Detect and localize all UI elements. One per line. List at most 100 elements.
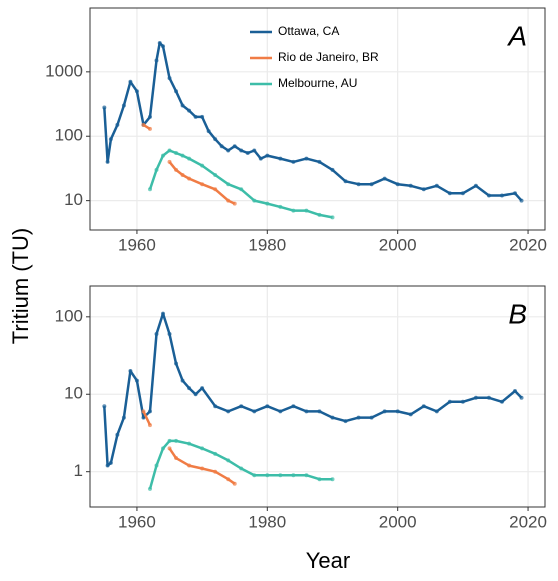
data-point: [187, 463, 192, 468]
y-tick-label: 10: [64, 384, 83, 403]
data-point: [141, 409, 146, 414]
data-point: [200, 114, 205, 119]
data-point: [174, 456, 179, 461]
data-point: [141, 122, 146, 127]
data-point: [499, 193, 504, 198]
data-point: [200, 386, 205, 391]
data-point: [187, 386, 192, 391]
data-point: [180, 378, 185, 383]
data-point: [356, 182, 361, 187]
data-point: [147, 187, 152, 192]
data-point: [447, 191, 452, 196]
data-point: [278, 156, 283, 161]
data-point: [154, 167, 159, 172]
data-point: [115, 122, 120, 127]
data-point: [174, 361, 179, 366]
data-point: [213, 451, 218, 456]
data-point: [421, 404, 426, 409]
data-point: [239, 187, 244, 192]
data-point: [161, 153, 166, 158]
x-tick-label: 2020: [509, 235, 547, 254]
data-point: [245, 150, 250, 155]
data-point: [154, 58, 159, 63]
data-point: [486, 193, 491, 198]
y-tick-label: 100: [55, 306, 83, 325]
data-point: [291, 159, 296, 164]
data-point: [473, 183, 478, 188]
data-point: [167, 331, 172, 336]
x-tick-label: 2000: [379, 512, 417, 531]
data-point: [291, 404, 296, 409]
data-point: [161, 446, 166, 451]
data-point: [304, 208, 309, 213]
y-tick-label: 1000: [45, 61, 83, 80]
data-point: [252, 473, 257, 478]
data-point: [213, 404, 218, 409]
x-tick-label: 1960: [118, 235, 156, 254]
data-point: [408, 412, 413, 417]
data-point: [161, 44, 166, 49]
data-point: [499, 399, 504, 404]
data-point: [460, 399, 465, 404]
x-axis-label: Year: [306, 548, 350, 573]
legend-label: Ottawa, CA: [278, 24, 339, 38]
data-point: [174, 150, 179, 155]
data-point: [486, 395, 491, 400]
data-point: [147, 126, 152, 131]
data-point: [174, 167, 179, 172]
data-point: [252, 409, 257, 414]
data-point: [213, 469, 218, 474]
data-point: [154, 463, 159, 468]
data-point: [513, 191, 518, 196]
data-point: [226, 458, 231, 463]
legend-label: Rio de Janeiro, BR: [278, 50, 379, 64]
data-point: [304, 409, 309, 414]
data-point: [382, 409, 387, 414]
data-point: [252, 198, 257, 203]
data-point: [213, 137, 218, 142]
data-point: [134, 378, 139, 383]
data-point: [382, 176, 387, 181]
data-point: [161, 311, 166, 316]
data-point: [147, 423, 152, 428]
data-point: [102, 404, 107, 409]
data-point: [213, 173, 218, 178]
data-point: [265, 201, 270, 206]
data-point: [213, 187, 218, 192]
data-point: [167, 159, 172, 164]
data-point: [200, 446, 205, 451]
data-point: [304, 156, 309, 161]
data-point: [105, 159, 110, 164]
data-point: [115, 432, 120, 437]
data-point: [167, 76, 172, 81]
data-point: [265, 473, 270, 478]
data-point: [147, 409, 152, 414]
data-point: [291, 208, 296, 213]
data-point: [239, 404, 244, 409]
data-point: [154, 331, 159, 336]
data-point: [167, 148, 172, 153]
data-point: [232, 201, 237, 206]
data-point: [167, 446, 172, 451]
data-point: [200, 182, 205, 187]
data-point: [317, 212, 322, 217]
data-point: [395, 409, 400, 414]
x-tick-label: 1960: [118, 512, 156, 531]
data-point: [102, 105, 107, 110]
data-point: [187, 176, 192, 181]
data-point: [157, 41, 162, 46]
data-point: [408, 183, 413, 188]
data-point: [317, 477, 322, 482]
data-point: [180, 153, 185, 158]
data-point: [513, 389, 518, 394]
data-point: [239, 466, 244, 471]
data-point: [369, 182, 374, 187]
data-point: [187, 108, 192, 113]
data-point: [317, 159, 322, 164]
x-tick-label: 1980: [248, 235, 286, 254]
data-point: [330, 167, 335, 172]
y-tick-label: 10: [64, 190, 83, 209]
data-point: [134, 89, 139, 94]
data-point: [174, 438, 179, 443]
